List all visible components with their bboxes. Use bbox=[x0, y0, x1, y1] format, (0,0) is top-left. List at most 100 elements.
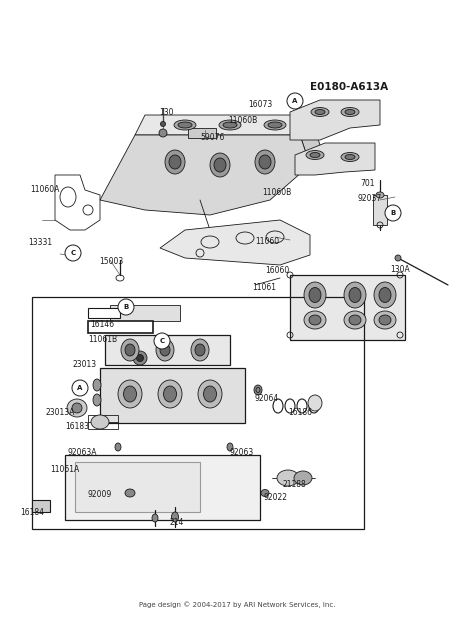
Ellipse shape bbox=[72, 403, 82, 413]
Ellipse shape bbox=[125, 344, 135, 356]
Circle shape bbox=[385, 205, 401, 221]
Ellipse shape bbox=[379, 315, 391, 325]
Bar bbox=[105, 335, 230, 365]
Ellipse shape bbox=[174, 120, 196, 130]
Ellipse shape bbox=[172, 512, 179, 522]
Text: 92022: 92022 bbox=[264, 493, 288, 502]
Text: 59076: 59076 bbox=[200, 133, 224, 142]
Ellipse shape bbox=[91, 415, 109, 429]
Circle shape bbox=[118, 299, 134, 315]
Circle shape bbox=[287, 93, 303, 109]
Ellipse shape bbox=[309, 315, 321, 325]
Ellipse shape bbox=[254, 385, 262, 395]
Ellipse shape bbox=[395, 255, 401, 261]
Ellipse shape bbox=[214, 158, 226, 172]
Ellipse shape bbox=[223, 122, 237, 128]
Ellipse shape bbox=[198, 380, 222, 408]
Bar bbox=[88, 308, 120, 318]
Text: E0180-A613A: E0180-A613A bbox=[310, 82, 388, 92]
Ellipse shape bbox=[195, 344, 205, 356]
Ellipse shape bbox=[124, 386, 137, 402]
Ellipse shape bbox=[268, 122, 282, 128]
Circle shape bbox=[65, 245, 81, 261]
Ellipse shape bbox=[255, 150, 275, 174]
Text: 92064: 92064 bbox=[255, 394, 279, 403]
Ellipse shape bbox=[137, 355, 144, 361]
Text: 15003: 15003 bbox=[99, 257, 123, 266]
Text: A: A bbox=[77, 385, 82, 391]
Bar bbox=[65, 455, 260, 520]
Ellipse shape bbox=[118, 380, 142, 408]
Ellipse shape bbox=[67, 399, 87, 417]
Text: 11060: 11060 bbox=[255, 237, 279, 246]
Ellipse shape bbox=[306, 150, 324, 160]
Bar bbox=[290, 275, 405, 340]
Text: C: C bbox=[159, 338, 164, 344]
Ellipse shape bbox=[261, 490, 269, 496]
Bar bbox=[188, 128, 216, 138]
Ellipse shape bbox=[165, 150, 185, 174]
Ellipse shape bbox=[161, 121, 165, 126]
Ellipse shape bbox=[70, 253, 74, 257]
Ellipse shape bbox=[376, 192, 384, 198]
Ellipse shape bbox=[341, 152, 359, 162]
Ellipse shape bbox=[310, 152, 320, 157]
Ellipse shape bbox=[264, 120, 286, 130]
Text: 16183: 16183 bbox=[65, 422, 89, 431]
Text: B: B bbox=[391, 210, 396, 216]
Ellipse shape bbox=[160, 344, 170, 356]
Text: A: A bbox=[292, 98, 298, 104]
Ellipse shape bbox=[259, 155, 271, 169]
Bar bbox=[100, 368, 245, 423]
Circle shape bbox=[72, 380, 88, 396]
Text: 11061A: 11061A bbox=[50, 465, 79, 474]
Polygon shape bbox=[135, 115, 310, 135]
Text: 92009: 92009 bbox=[88, 490, 112, 499]
Ellipse shape bbox=[158, 380, 182, 408]
Ellipse shape bbox=[203, 386, 217, 402]
Text: C: C bbox=[71, 250, 75, 256]
Polygon shape bbox=[100, 135, 310, 215]
Ellipse shape bbox=[349, 315, 361, 325]
Text: 11060A: 11060A bbox=[30, 185, 59, 194]
Text: 214: 214 bbox=[170, 518, 184, 527]
Text: 92037: 92037 bbox=[358, 194, 382, 203]
Ellipse shape bbox=[374, 311, 396, 329]
Text: 23013A: 23013A bbox=[46, 408, 75, 417]
Ellipse shape bbox=[304, 311, 326, 329]
Text: 701: 701 bbox=[360, 179, 374, 188]
Ellipse shape bbox=[294, 471, 312, 485]
Text: 21188: 21188 bbox=[283, 480, 307, 489]
Bar bbox=[32, 500, 50, 512]
Text: 130A: 130A bbox=[390, 265, 410, 274]
Text: 11061: 11061 bbox=[252, 283, 276, 292]
Text: B: B bbox=[123, 304, 128, 310]
Text: 92063A: 92063A bbox=[68, 448, 98, 457]
Circle shape bbox=[154, 333, 170, 349]
Text: 92063: 92063 bbox=[230, 448, 254, 457]
Bar bbox=[373, 195, 387, 225]
Ellipse shape bbox=[277, 470, 299, 486]
Polygon shape bbox=[295, 143, 375, 175]
Ellipse shape bbox=[374, 282, 396, 308]
Text: 11060B: 11060B bbox=[228, 116, 257, 125]
Text: 16146: 16146 bbox=[90, 320, 114, 329]
Ellipse shape bbox=[341, 108, 359, 116]
Text: 16060: 16060 bbox=[265, 266, 289, 275]
Ellipse shape bbox=[344, 311, 366, 329]
Ellipse shape bbox=[121, 339, 139, 361]
Polygon shape bbox=[160, 220, 310, 265]
Text: Page design © 2004-2017 by ARI Network Services, Inc.: Page design © 2004-2017 by ARI Network S… bbox=[139, 601, 335, 608]
Ellipse shape bbox=[304, 282, 326, 308]
Ellipse shape bbox=[178, 122, 192, 128]
Ellipse shape bbox=[164, 386, 176, 402]
Text: 13331: 13331 bbox=[28, 238, 52, 247]
Ellipse shape bbox=[219, 120, 241, 130]
Ellipse shape bbox=[210, 153, 230, 177]
Ellipse shape bbox=[152, 514, 158, 522]
Ellipse shape bbox=[227, 443, 233, 451]
Polygon shape bbox=[290, 100, 380, 140]
Text: 11061B: 11061B bbox=[88, 335, 117, 344]
Ellipse shape bbox=[93, 394, 101, 406]
Ellipse shape bbox=[169, 155, 181, 169]
